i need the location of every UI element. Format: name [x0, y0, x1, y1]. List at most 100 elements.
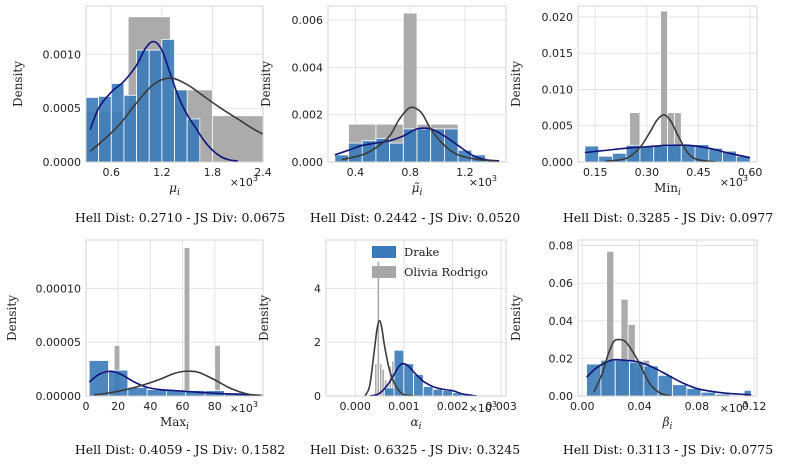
- x-tick-label: 0.12: [742, 400, 767, 413]
- y-tick-label: 0.0005: [43, 102, 82, 115]
- x-tick-label: 0.000: [339, 400, 371, 413]
- y-tick-label: 0.0000: [43, 156, 82, 169]
- legend-swatch-drake: [372, 246, 396, 258]
- drake-kde-line: [584, 144, 751, 159]
- subplot-5: 0.000 0.001 0.002 0.003 0 2 4 Density αi ×103 Hell…: [257, 239, 520, 457]
- x-axis-label: βi: [662, 415, 673, 432]
- drake-bar: [389, 142, 404, 162]
- drake-bar: [643, 365, 659, 396]
- x-tick-label: 60: [176, 400, 190, 413]
- drake-bar: [432, 388, 444, 396]
- axes-frame: [577, 5, 758, 163]
- x-tick-label: 0: [83, 400, 90, 413]
- drake-bar: [88, 360, 109, 396]
- x-tick-label: 40: [143, 400, 157, 413]
- plot-area: [364, 261, 477, 396]
- drake-kde-line: [334, 127, 500, 162]
- olivia-kde-line: [89, 77, 263, 152]
- y-axis-label: Density: [257, 295, 271, 341]
- x-tick-label: 0.6: [103, 166, 121, 179]
- y-axis-label: Density: [11, 61, 25, 107]
- y-tick-label: 0.00000: [36, 390, 82, 403]
- x-tick-label: 0.15: [583, 166, 608, 179]
- plot-area: [584, 10, 751, 162]
- x-scale-multiplier: ×103: [720, 174, 748, 189]
- drake-bar: [86, 97, 100, 162]
- drake-bar: [383, 387, 395, 396]
- axes-frame: [85, 5, 264, 163]
- x-tick-label: 0.4: [347, 166, 365, 179]
- y-tick-label: 0.020: [542, 11, 574, 24]
- y-axis-label: Density: [5, 295, 19, 341]
- axes-frame: [577, 239, 758, 397]
- drake-bar: [584, 145, 600, 162]
- x-scale-multiplier: ×103: [720, 400, 748, 415]
- x-tick-label: 2.4: [254, 166, 272, 179]
- axes-frame: [327, 5, 507, 163]
- distance-caption: Hell Dist: 0.2442 - JS Div: 0.0520: [310, 210, 520, 225]
- x-axis-label: μi: [169, 181, 180, 198]
- drake-bar: [148, 49, 163, 162]
- olivia-kde-line: [605, 114, 716, 162]
- legend-label-olivia: Olivia Rodrigo: [404, 265, 488, 279]
- y-tick-label: 0.010: [542, 83, 574, 96]
- x-tick-label: 1.2: [456, 166, 474, 179]
- y-tick-label: 2: [314, 336, 321, 349]
- distance-caption: Hell Dist: 0.4059 - JS Div: 0.1582: [75, 442, 285, 457]
- drake-bar: [672, 384, 688, 396]
- y-tick-label: 0.06: [549, 277, 574, 290]
- y-tick-label: 0: [314, 390, 321, 403]
- distance-caption: Hell Dist: 0.6325 - JS Div: 0.3245: [310, 442, 520, 457]
- distance-caption: Hell Dist: 0.2710 - JS Div: 0.0675: [75, 210, 285, 225]
- x-tick-label: 20: [111, 400, 125, 413]
- y-tick-label: 0.000: [542, 156, 574, 169]
- y-tick-label: 0.000: [292, 156, 324, 169]
- x-axis-label: Mini: [654, 181, 681, 198]
- drake-bar: [422, 386, 434, 396]
- drake-kde-line: [88, 370, 255, 396]
- drake-bar: [403, 363, 414, 396]
- y-tick-label: 0.0010: [43, 48, 82, 61]
- olivia-bar: [212, 115, 263, 162]
- y-tick-label: 0.004: [292, 61, 324, 74]
- y-tick-label: 0.006: [292, 14, 324, 27]
- y-axis-label: Density: [259, 61, 273, 107]
- drake-bar: [161, 38, 175, 162]
- distance-caption: Hell Dist: 0.3285 - JS Div: 0.0977: [563, 210, 773, 225]
- drake-bar: [639, 145, 655, 162]
- drake-bar: [667, 144, 682, 162]
- y-tick-label: 0.00005: [36, 336, 82, 349]
- x-tick-label: 0.04: [627, 400, 652, 413]
- plot-area: [334, 12, 500, 162]
- y-tick-label: 0.00010: [36, 282, 82, 295]
- y-tick-label: 0.002: [292, 109, 324, 122]
- subplot-3: 0.15 0.30 0.45 0.60 0.000 0.005 0.010 0.015 0.02…: [509, 5, 773, 225]
- olivia-kde-line: [593, 338, 672, 396]
- x-tick-label: 0.00: [570, 400, 595, 413]
- plot-area: [88, 247, 263, 396]
- drake-kde-line: [89, 40, 238, 162]
- y-tick-label: 0.015: [542, 47, 574, 60]
- olivia-kde-line: [364, 319, 414, 396]
- x-tick-label: 0.60: [738, 166, 763, 179]
- drake-bar: [442, 390, 453, 396]
- x-tick-label: 0.45: [686, 166, 711, 179]
- olivia-bar: [183, 247, 191, 396]
- y-axis-label: Density: [509, 61, 523, 107]
- y-tick-label: 0.08: [549, 240, 574, 253]
- olivia-bar: [606, 250, 615, 396]
- drake-bar: [443, 128, 459, 162]
- drake-bar: [700, 391, 716, 396]
- drake-bar: [600, 359, 616, 396]
- x-tick-label: 1.8: [204, 166, 222, 179]
- drake-kde-line: [586, 358, 752, 396]
- y-tick-label: 4: [314, 282, 321, 295]
- x-tick-label: 0.001: [388, 400, 420, 413]
- drake-bar: [614, 359, 630, 396]
- drake-bar: [402, 128, 418, 162]
- distance-caption: Hell Dist: 0.3113 - JS Div: 0.0775: [563, 442, 773, 457]
- y-axis-label: Density: [509, 295, 523, 341]
- legend: Drake Olivia Rodrigo: [372, 245, 488, 279]
- plot-area: [586, 250, 752, 396]
